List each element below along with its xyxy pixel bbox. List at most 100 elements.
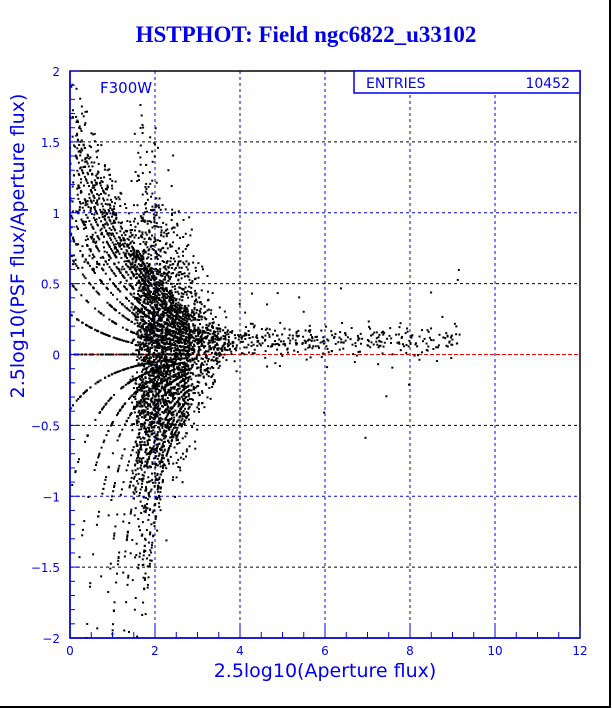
data-point — [104, 188, 107, 191]
data-point — [78, 125, 81, 128]
data-point — [193, 337, 196, 340]
data-point — [133, 514, 136, 517]
data-point — [138, 311, 141, 314]
data-point — [175, 476, 178, 479]
data-point — [166, 307, 169, 310]
data-point — [178, 342, 181, 345]
data-point — [175, 358, 178, 361]
data-point — [181, 437, 184, 440]
data-point — [141, 304, 144, 307]
data-point — [149, 415, 152, 418]
data-point — [170, 282, 173, 285]
data-point — [197, 352, 200, 355]
data-point — [145, 163, 148, 166]
data-point — [138, 478, 141, 481]
data-point — [180, 273, 183, 276]
data-point — [162, 400, 165, 403]
data-point — [145, 296, 148, 299]
data-point — [184, 248, 187, 251]
data-point — [206, 334, 209, 337]
data-point — [192, 373, 195, 376]
data-point — [158, 496, 161, 499]
data-point — [172, 343, 175, 346]
data-point — [147, 303, 150, 306]
data-point — [101, 353, 104, 356]
data-point — [150, 283, 153, 286]
data-point — [141, 279, 144, 282]
data-point — [131, 311, 134, 314]
data-point — [177, 331, 180, 334]
data-point — [379, 344, 382, 347]
data-point — [197, 331, 200, 334]
data-point — [135, 376, 138, 379]
data-point — [133, 242, 136, 245]
data-point — [213, 333, 216, 336]
data-point — [178, 338, 181, 341]
data-point — [166, 328, 169, 331]
data-point — [211, 318, 214, 321]
data-point — [94, 231, 97, 234]
data-point — [148, 387, 151, 390]
data-point — [148, 508, 151, 511]
data-point — [146, 401, 149, 404]
data-point — [138, 457, 141, 460]
data-point — [147, 435, 150, 438]
data-point — [193, 324, 196, 327]
data-point — [141, 172, 144, 175]
data-point — [143, 395, 146, 398]
data-point — [153, 220, 156, 223]
data-point — [166, 425, 169, 428]
data-point — [157, 317, 160, 320]
data-point — [159, 329, 162, 332]
data-point — [142, 301, 145, 304]
data-point — [175, 414, 178, 417]
data-point — [132, 497, 135, 500]
data-point — [189, 360, 192, 363]
data-point — [148, 248, 151, 251]
data-point — [172, 387, 175, 390]
data-point — [156, 335, 159, 338]
data-point — [157, 254, 160, 257]
data-point — [150, 551, 153, 554]
data-point — [139, 488, 142, 491]
data-point — [153, 360, 156, 363]
data-point — [133, 353, 136, 356]
data-point — [165, 262, 168, 265]
data-point — [85, 179, 88, 182]
data-point — [167, 426, 170, 429]
data-point — [182, 288, 185, 291]
data-point — [138, 552, 141, 555]
data-point — [210, 309, 213, 312]
data-point — [173, 335, 176, 338]
data-point — [144, 185, 147, 188]
data-point — [157, 319, 160, 322]
data-point — [144, 422, 147, 425]
data-point — [157, 315, 160, 318]
data-point — [175, 275, 178, 278]
data-point — [148, 357, 151, 360]
data-point — [181, 332, 184, 335]
data-point — [149, 549, 152, 552]
data-point — [92, 286, 95, 289]
data-point — [141, 315, 144, 318]
data-point — [191, 351, 194, 354]
data-point — [160, 229, 163, 232]
data-point — [185, 450, 188, 453]
data-point — [161, 283, 164, 286]
data-point — [187, 314, 190, 317]
data-point — [180, 374, 183, 377]
data-point — [174, 288, 177, 291]
data-point — [150, 368, 153, 371]
data-point — [165, 297, 168, 300]
data-point — [101, 492, 104, 495]
data-point — [165, 454, 168, 457]
data-point — [154, 339, 157, 342]
data-point — [217, 332, 220, 335]
data-point — [164, 417, 167, 420]
data-point — [140, 482, 143, 485]
data-point — [174, 260, 177, 263]
data-point — [178, 328, 181, 331]
data-point — [140, 335, 143, 338]
data-point — [160, 226, 163, 229]
